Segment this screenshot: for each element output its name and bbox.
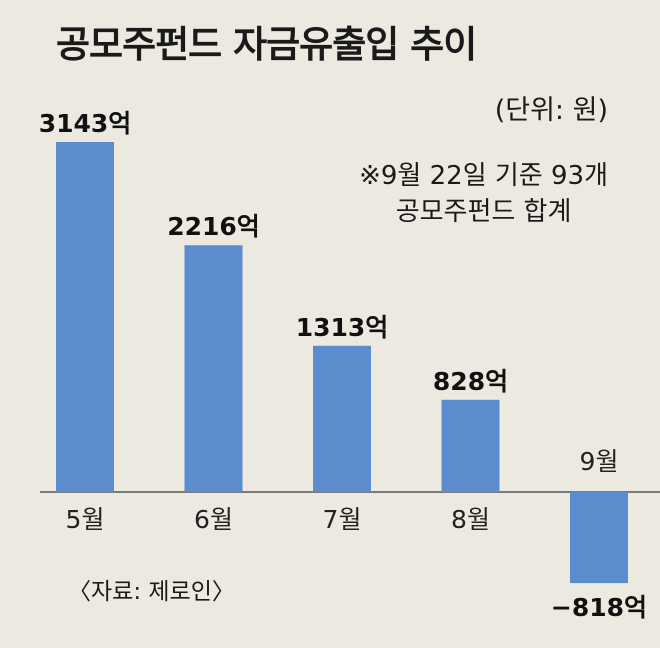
category-label-1: 5월 xyxy=(66,505,105,534)
footnote-line-1: ※9월 22일 기준 93개 xyxy=(359,161,608,191)
bar-5 xyxy=(570,492,628,584)
value-label-4: 828억 xyxy=(433,367,508,396)
bar-3 xyxy=(313,345,371,492)
bar-4 xyxy=(441,399,500,492)
chart-title: 공모주펀드 자금유출입 추이 xyxy=(56,23,477,66)
labels-group: 3143억 5월 2216억 6월 1313억 7월 828억 8월 −818억 9월 xyxy=(39,109,647,622)
bar-1 xyxy=(56,142,114,492)
category-label-2: 6월 xyxy=(194,505,233,534)
value-label-2: 2216억 xyxy=(167,212,260,241)
value-label-1: 3143억 xyxy=(39,109,132,138)
unit-note: (단위: 원) xyxy=(494,95,608,126)
bar-2 xyxy=(184,245,243,492)
footnote: ※9월 22일 기준 93개 공모주펀드 합계 xyxy=(359,158,608,230)
footnote-line-2: 공모주펀드 합계 xyxy=(395,197,572,227)
category-label-3: 7월 xyxy=(323,505,362,534)
bars-group xyxy=(56,142,628,584)
value-label-5: −818억 xyxy=(551,593,647,622)
source-note: 〈자료: 제로인〉 xyxy=(68,579,235,605)
category-label-4: 8월 xyxy=(451,505,490,534)
value-label-3: 1313억 xyxy=(296,313,389,342)
category-label-5: 9월 xyxy=(580,447,619,476)
